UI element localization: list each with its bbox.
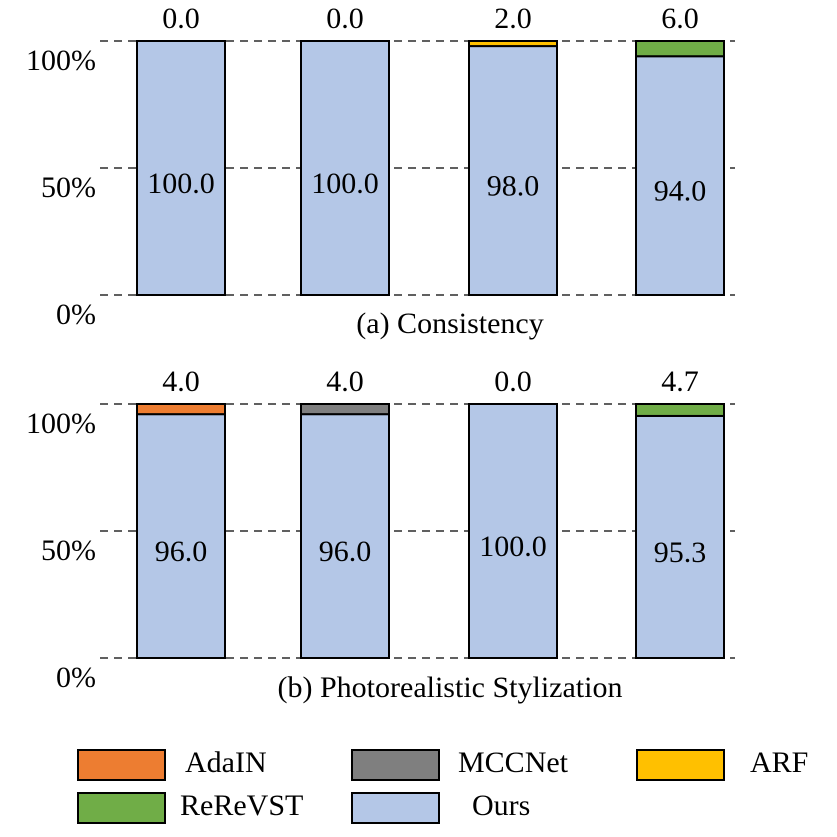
bar-segment [468,40,558,48]
bar-segment [635,40,725,58]
bar-segment [300,413,390,659]
value-label: 4.0 [162,365,200,398]
value-label: 95.3 [654,536,707,569]
legend-label: ARF [750,746,808,779]
value-label: 4.0 [326,365,364,398]
value-label: 96.0 [319,535,372,568]
legend-swatch [351,792,440,824]
value-label: 0.0 [326,2,364,35]
y-tick-label: 100% [26,407,96,440]
legend-label: Ours [472,789,530,822]
value-label: 6.0 [661,2,699,35]
bar-segment [136,40,226,296]
value-label: 98.0 [487,169,540,202]
bar-segment [635,403,725,417]
bar-segment [468,403,558,659]
y-tick-label: 50% [41,171,96,204]
y-tick-label: 100% [26,44,96,77]
value-label: 0.0 [162,2,200,35]
legend-swatch [77,792,166,824]
bar-segment [300,40,390,296]
y-tick-label: 0% [56,661,96,694]
bar-segment [300,403,390,416]
value-label: 2.0 [494,2,532,35]
chart-title: (b) Photorealistic Stylization [278,671,623,704]
y-tick-label: 50% [41,534,96,567]
value-label: 94.0 [654,175,707,208]
value-label: 96.0 [155,535,208,568]
legend-label: AdaIN [185,746,267,779]
value-label: 4.7 [661,365,699,398]
value-label: 0.0 [494,365,532,398]
legend-swatch [77,749,166,781]
bar-segment [635,55,725,296]
legend-label: MCCNet [458,746,569,779]
bar-segment [635,414,725,659]
value-label: 100.0 [311,167,379,200]
value-label: 100.0 [147,167,215,200]
bar-segment [136,403,226,416]
bar-segment [136,413,226,659]
legend-swatch [351,749,440,781]
legend-label: ReReVST [180,789,303,822]
y-tick-label: 0% [56,298,96,331]
legend-swatch [636,749,725,781]
value-label: 100.0 [479,530,547,563]
chart-title: (a) Consistency [356,307,543,340]
